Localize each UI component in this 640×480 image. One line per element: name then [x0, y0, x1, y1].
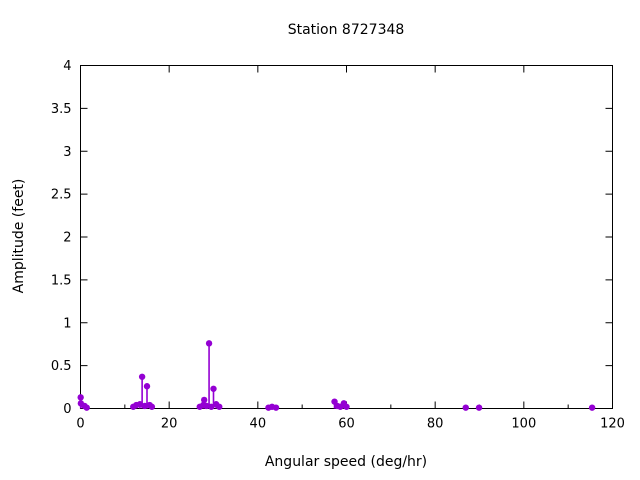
y-tick-label: 1 [63, 316, 71, 331]
data-point [588, 404, 596, 411]
plot-border [80, 65, 613, 409]
y-axis-label: Amplitude (feet) [11, 178, 27, 294]
x-tick-label: 80 [427, 417, 444, 432]
data-point [200, 396, 208, 404]
data-point [210, 385, 217, 392]
data-point [475, 404, 483, 411]
y-tick-label: 1.5 [51, 273, 72, 288]
y-tick-label: 0 [63, 402, 71, 417]
x-tick-label: 20 [161, 417, 178, 432]
y-tick-label: 2 [63, 231, 71, 246]
data-point [205, 340, 213, 347]
x-tick-label: 60 [338, 417, 355, 432]
data-point [462, 404, 469, 411]
data-point [141, 402, 148, 410]
data-point [216, 403, 223, 410]
x-tick-label: 40 [250, 417, 267, 432]
chart-title: Station 8727348 [287, 22, 405, 38]
data-point [143, 383, 151, 390]
x-tick-label: 0 [76, 417, 84, 432]
data-point [203, 402, 210, 410]
data-point [343, 403, 350, 410]
data-point [77, 394, 84, 401]
y-tick-label: 2.5 [51, 188, 72, 203]
data-point [272, 404, 280, 411]
data-point [136, 401, 144, 408]
x-tick-label: 120 [600, 417, 625, 432]
y-tick-label: 3.5 [51, 102, 72, 117]
data-point [208, 403, 215, 410]
y-tick-label: 0.5 [51, 359, 72, 374]
y-tick-label: 3 [63, 145, 71, 160]
y-tick-label: 4 [63, 59, 71, 74]
x-axis-label: Angular speed (deg/hr) [264, 454, 428, 470]
data-point [138, 373, 146, 380]
data-point [148, 403, 156, 410]
x-tick-label: 100 [511, 417, 536, 432]
data-point [83, 404, 90, 411]
